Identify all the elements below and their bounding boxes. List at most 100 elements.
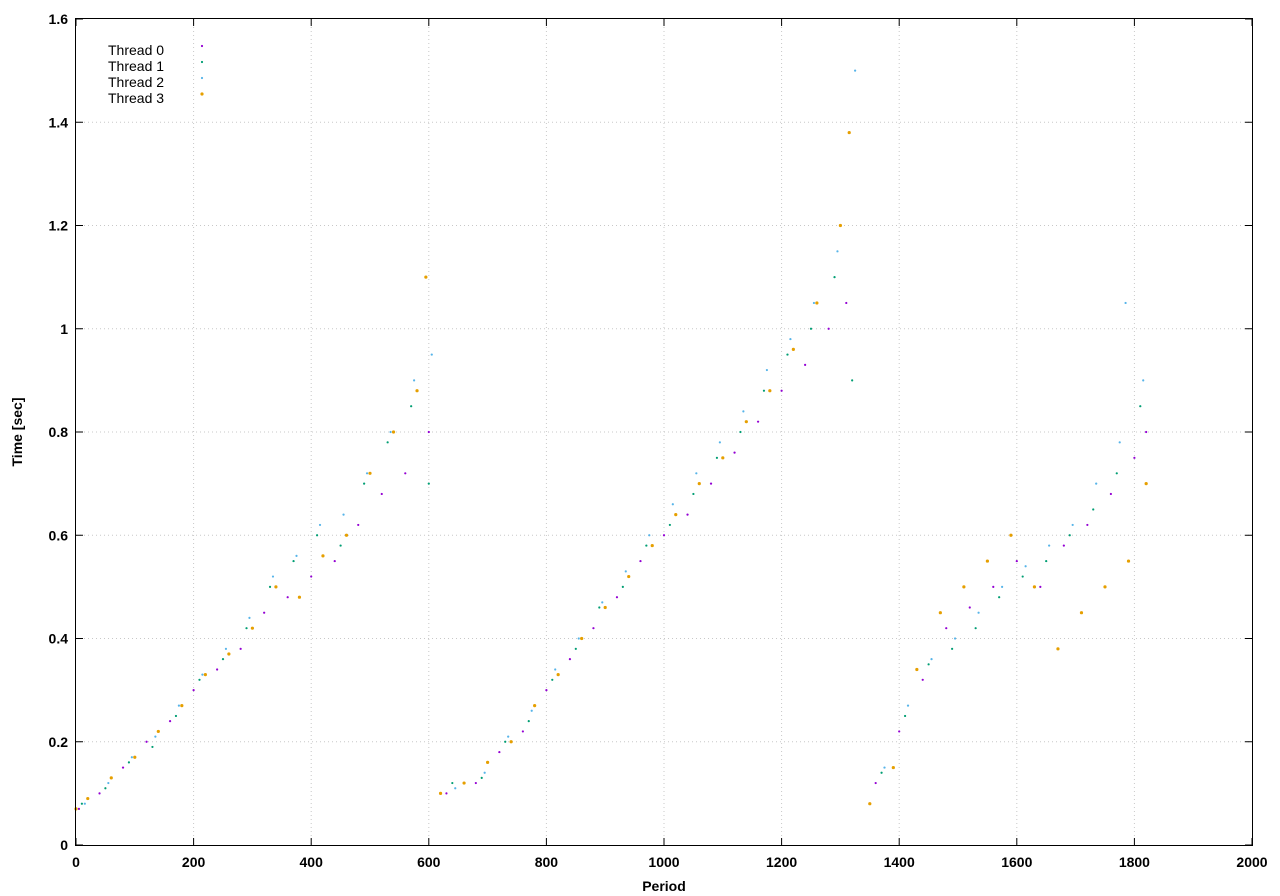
x-tick-label: 600 xyxy=(417,854,441,870)
data-point xyxy=(483,771,486,774)
data-point xyxy=(221,658,225,661)
data-point xyxy=(880,771,883,774)
data-point xyxy=(521,730,524,733)
data-point xyxy=(985,559,990,563)
data-point xyxy=(121,766,125,769)
data-point xyxy=(1139,405,1142,408)
x-tick-label: 1000 xyxy=(648,854,679,870)
x-tick-label: 1800 xyxy=(1119,854,1150,870)
data-point xyxy=(627,574,631,579)
data-point xyxy=(507,735,510,738)
data-point xyxy=(156,729,160,734)
data-point xyxy=(451,781,454,785)
data-point xyxy=(1124,301,1127,305)
data-point xyxy=(1115,472,1118,475)
data-point xyxy=(551,678,554,681)
data-point xyxy=(827,327,830,330)
axis-ticks: 0 200 400 600 800 1000 1200 1400 1600 1800 2000 0 0.… xyxy=(49,11,1268,870)
data-point xyxy=(318,523,322,527)
data-point xyxy=(809,327,813,330)
data-point xyxy=(847,130,851,135)
data-point xyxy=(509,740,513,744)
data-point xyxy=(804,363,807,366)
data-point xyxy=(780,389,783,392)
x-tick-label: 2000 xyxy=(1236,854,1267,870)
data-point xyxy=(1021,575,1024,578)
data-point xyxy=(1068,534,1071,537)
plot-frame xyxy=(75,18,1253,846)
legend-marker xyxy=(200,92,204,96)
data-point xyxy=(1144,482,1148,486)
data-point xyxy=(498,750,501,754)
data-point xyxy=(1071,523,1074,527)
data-point xyxy=(603,605,607,610)
data-point xyxy=(198,678,201,681)
data-point xyxy=(786,353,789,356)
data-point xyxy=(733,451,736,454)
data-point xyxy=(854,69,857,72)
data-point xyxy=(868,802,872,806)
data-point xyxy=(768,389,772,393)
data-point xyxy=(1133,456,1136,459)
data-point xyxy=(1024,565,1027,568)
data-point xyxy=(268,585,272,588)
data-point xyxy=(245,627,248,630)
x-tick-label: 1600 xyxy=(1001,854,1032,870)
data-point xyxy=(180,704,184,708)
data-point xyxy=(998,596,1001,599)
data-point xyxy=(154,735,157,738)
data-point xyxy=(438,791,443,795)
data-point xyxy=(650,543,654,548)
data-point xyxy=(344,533,349,537)
data-point xyxy=(363,482,366,485)
data-point xyxy=(410,405,413,408)
data-point xyxy=(692,492,695,496)
data-point xyxy=(533,704,537,708)
data-point xyxy=(168,720,172,723)
data-point xyxy=(812,301,816,305)
data-point xyxy=(424,275,428,279)
data-point xyxy=(427,482,430,485)
data-point xyxy=(1009,533,1013,537)
data-point xyxy=(836,250,839,253)
y-tick-label: 0.8 xyxy=(49,424,69,440)
x-tick-label: 1200 xyxy=(766,854,797,870)
data-point xyxy=(615,596,619,599)
y-tick-label: 1 xyxy=(60,321,68,337)
data-point xyxy=(380,492,383,496)
data-point xyxy=(883,766,886,769)
x-tick-label: 1400 xyxy=(884,854,915,870)
data-point xyxy=(921,678,924,681)
data-point xyxy=(454,787,457,790)
data-point xyxy=(718,441,721,444)
series-0 xyxy=(77,301,1148,810)
data-point xyxy=(127,761,131,764)
data-point xyxy=(938,611,942,615)
data-point xyxy=(286,596,289,599)
legend-marker xyxy=(200,44,204,48)
data-point xyxy=(342,513,345,516)
data-point xyxy=(271,575,275,578)
data-point xyxy=(504,740,507,743)
data-point xyxy=(598,606,601,609)
data-point xyxy=(686,513,689,516)
data-point xyxy=(662,534,666,537)
data-point xyxy=(415,389,419,393)
data-point xyxy=(945,627,948,630)
data-point xyxy=(742,410,745,413)
data-point xyxy=(86,796,90,801)
x-tick-label: 800 xyxy=(535,854,559,870)
data-point xyxy=(709,482,713,485)
data-point xyxy=(1056,647,1060,651)
data-point xyxy=(1001,585,1004,588)
data-point xyxy=(833,276,836,279)
data-point xyxy=(1103,585,1107,589)
data-point xyxy=(556,673,560,677)
data-point xyxy=(98,792,101,795)
data-point xyxy=(962,585,966,589)
data-point xyxy=(480,776,483,779)
data-point xyxy=(404,472,407,475)
data-point xyxy=(462,781,466,785)
data-point xyxy=(315,534,319,537)
